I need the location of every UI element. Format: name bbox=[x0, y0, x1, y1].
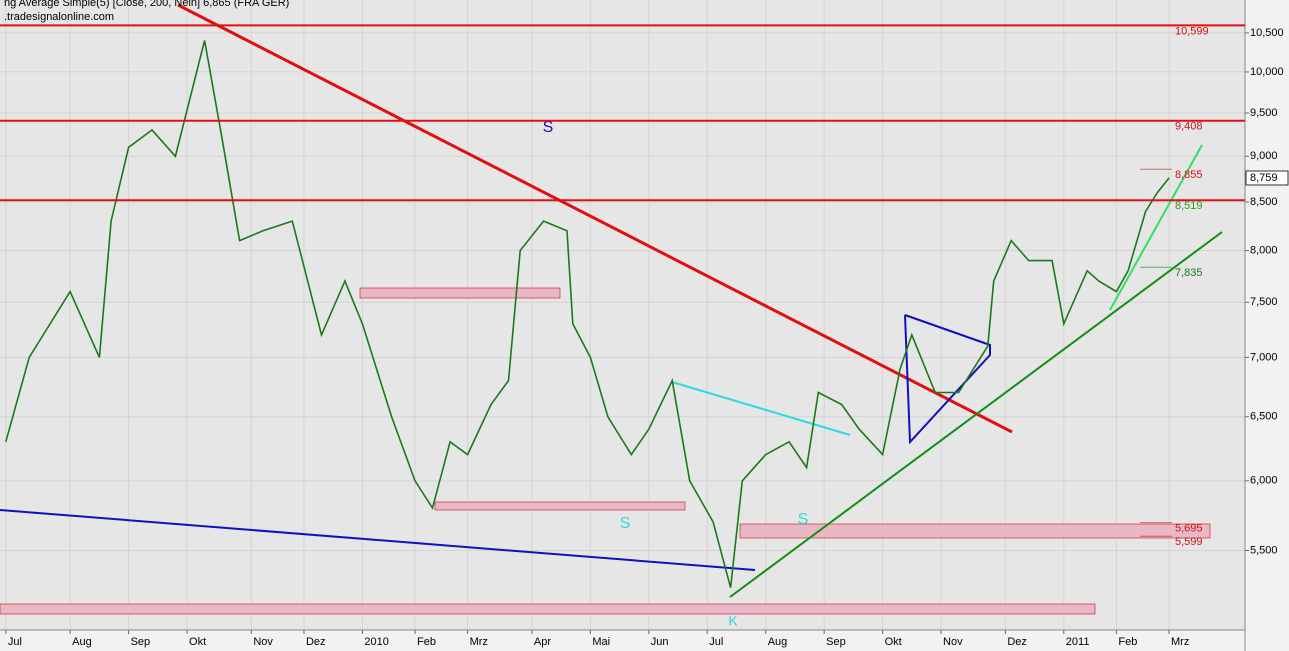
x-tick-label: Aug bbox=[72, 636, 92, 648]
x-tick-label: Feb bbox=[417, 636, 436, 648]
x-tick-label: Dez bbox=[306, 636, 326, 648]
last-price-label: 8,759 bbox=[1250, 172, 1278, 184]
x-tick-label: Dez bbox=[1007, 636, 1027, 648]
x-tick-label: 2010 bbox=[364, 636, 388, 648]
annotation: S bbox=[620, 515, 631, 532]
x-tick-label: Sep bbox=[131, 636, 151, 648]
trend-line bbox=[1109, 144, 1203, 311]
x-tick-label: Mrz bbox=[470, 636, 488, 648]
chart-subtitle: .tradesignalonline.com bbox=[4, 11, 114, 23]
x-tick-label: Feb bbox=[1118, 636, 1137, 648]
x-tick-label: Mrz bbox=[1171, 636, 1189, 648]
x-tick-label: Jul bbox=[8, 636, 22, 648]
x-tick-label: Sep bbox=[826, 636, 846, 648]
x-tick-label: Jul bbox=[709, 636, 723, 648]
y-tick-label: 7,000 bbox=[1250, 351, 1278, 363]
annotation: K bbox=[728, 613, 738, 629]
x-axis-area bbox=[0, 630, 1245, 651]
level-label: 8,519 bbox=[1175, 200, 1203, 212]
trend-line bbox=[0, 509, 756, 571]
level-label: 5,695 bbox=[1175, 523, 1203, 535]
level-label: 7,835 bbox=[1175, 267, 1203, 279]
x-tick-label: Okt bbox=[189, 636, 206, 648]
trend-line bbox=[177, 3, 1013, 434]
x-tick-label: Aug bbox=[768, 636, 788, 648]
price-line bbox=[5, 40, 1170, 588]
x-tick-label: Jun bbox=[651, 636, 669, 648]
zone bbox=[0, 603, 1096, 615]
y-tick-label: 10,000 bbox=[1250, 66, 1284, 78]
annotation: S bbox=[543, 119, 554, 136]
level-label: 10,599 bbox=[1175, 25, 1209, 37]
annotation: S bbox=[798, 511, 809, 528]
y-axis-area bbox=[1245, 0, 1289, 651]
x-tick-label: Nov bbox=[943, 636, 963, 648]
level-label: 9,408 bbox=[1175, 121, 1203, 133]
y-tick-label: 6,500 bbox=[1250, 411, 1278, 423]
x-tick-label: Mai bbox=[592, 636, 610, 648]
y-tick-label: 9,500 bbox=[1250, 107, 1278, 119]
grid bbox=[0, 0, 1245, 630]
y-tick-label: 8,500 bbox=[1250, 196, 1278, 208]
level-label: 8,855 bbox=[1175, 169, 1203, 181]
zone bbox=[739, 523, 1211, 539]
last-price-tag bbox=[1245, 170, 1289, 186]
y-tick-label: 5,500 bbox=[1250, 544, 1278, 556]
x-tick-label: Okt bbox=[885, 636, 902, 648]
chart-title: ng Average Simple(5) [Close, 200, Nein] … bbox=[4, 0, 289, 9]
trend-line bbox=[671, 381, 851, 436]
y-tick-label: 6,000 bbox=[1250, 475, 1278, 487]
y-tick-label: 8,000 bbox=[1250, 244, 1278, 256]
y-tick-label: 10,500 bbox=[1250, 27, 1284, 39]
x-tick-label: 2011 bbox=[1066, 636, 1090, 648]
y-tick-label: 9,000 bbox=[1250, 150, 1278, 162]
x-tick-label: Nov bbox=[253, 636, 273, 648]
price-layer bbox=[5, 40, 1170, 588]
y-tick-label: 7,500 bbox=[1250, 296, 1278, 308]
zone bbox=[434, 501, 686, 511]
triangle bbox=[904, 314, 991, 445]
zone bbox=[359, 287, 561, 299]
trend-line bbox=[729, 231, 1223, 598]
level-label: 5,599 bbox=[1175, 536, 1203, 548]
x-tick-label: Apr bbox=[534, 636, 551, 648]
